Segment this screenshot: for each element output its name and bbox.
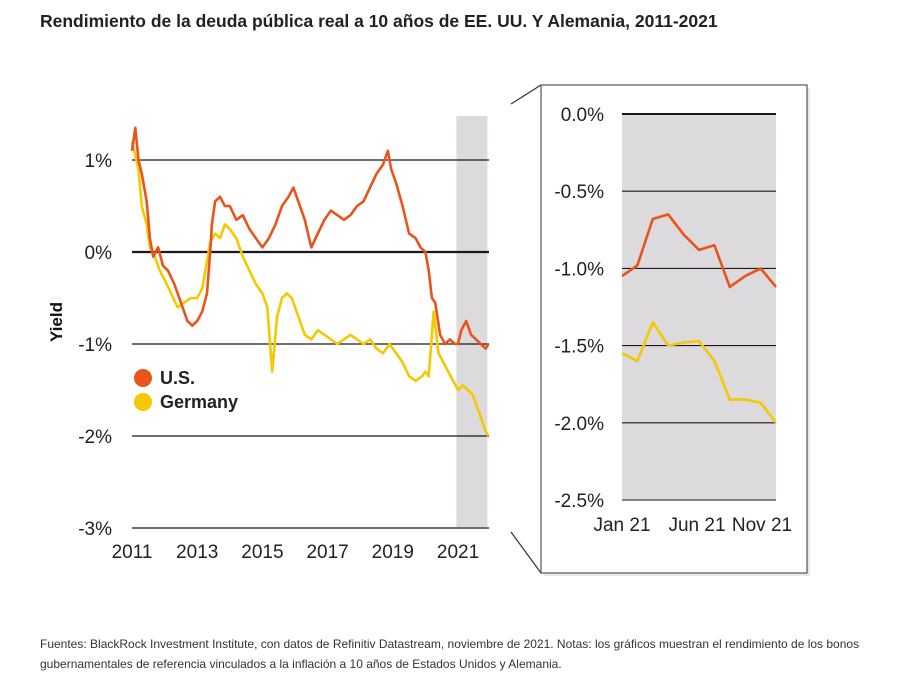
inset-series-line-germany <box>621 321 778 424</box>
y-tick-label: -2% <box>78 427 112 448</box>
y-tick-label: -1% <box>78 335 112 356</box>
legend-label-germany: Germany <box>160 392 238 412</box>
inset-y-tick-label: 0.0% <box>561 105 604 126</box>
inset-chart: 0.0% -0.5% -1.0% -1.5% -2.0% -2.5% Jan 21 Jun … <box>540 84 810 576</box>
zoom-connector-bottom <box>510 531 542 574</box>
legend: U.S. Germany <box>134 368 238 412</box>
series-line-germany <box>130 141 490 437</box>
y-tick-label: 1% <box>85 151 113 172</box>
inset-x-tick-label: Jun 21 <box>668 515 725 536</box>
y-tick-label: 0% <box>85 243 113 264</box>
inset-series-line-us <box>621 213 777 289</box>
inset-background <box>622 114 776 500</box>
highlight-region-2021 <box>456 116 488 527</box>
legend-marker-us <box>134 369 152 387</box>
x-tick-label: 2013 <box>176 542 218 563</box>
inset-y-tick-label: -2.0% <box>554 414 604 435</box>
x-tick-label: 2015 <box>241 542 283 563</box>
series-line-us <box>130 126 490 350</box>
inset-y-tick-label: -2.5% <box>554 491 604 512</box>
x-tick-label: 2019 <box>372 542 414 563</box>
legend-marker-germany <box>134 393 152 411</box>
main-chart: 1% 0% -1% -2% -3% 2011 2013 2015 2017 2019 2021 Y… <box>47 116 490 563</box>
chart-title: Rendimiento de la deuda pública real a 1… <box>40 11 718 31</box>
zoom-connector-top <box>510 84 542 105</box>
inset-y-tick-label: -1.0% <box>554 259 604 280</box>
x-tick-label: 2011 <box>112 542 153 563</box>
footer-note: Fuentes: BlackRock Investment Institute,… <box>40 637 860 671</box>
x-tick-label: 2021 <box>437 542 479 563</box>
inset-y-tick-label: -1.5% <box>554 337 604 358</box>
x-tick-label: 2017 <box>306 542 348 563</box>
y-axis-label: Yield <box>47 302 66 342</box>
inset-x-tick-label: Jan 21 <box>593 515 650 536</box>
inset-y-tick-label: -0.5% <box>554 182 604 203</box>
chart-canvas: 1% 0% -1% -2% -3% 2011 2013 2015 2017 2019 2021 Y… <box>47 84 810 576</box>
inset-x-tick-label: Nov 21 <box>732 515 792 536</box>
legend-label-us: U.S. <box>160 368 195 388</box>
y-tick-label: -3% <box>78 519 112 540</box>
